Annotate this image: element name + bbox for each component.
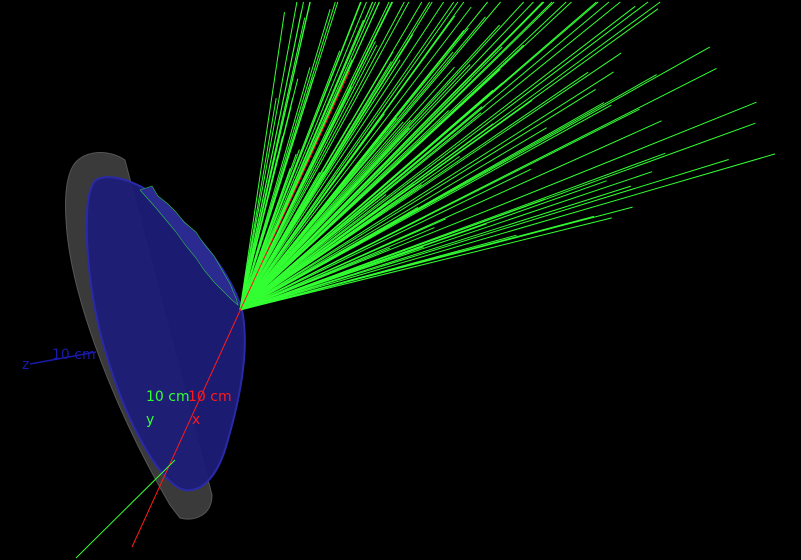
particle-track — [239, 120, 662, 311]
particle-track — [239, 1, 410, 311]
particle-track — [239, 113, 385, 311]
particle-track — [239, 100, 373, 311]
particle-track — [239, 1, 567, 311]
particle-track — [239, 11, 302, 311]
particle-track — [239, 206, 633, 311]
particle-track — [239, 1, 423, 311]
particle-track — [239, 1, 455, 311]
particle-track — [239, 1, 311, 311]
particle-track — [239, 6, 472, 311]
z-axis-name: z — [22, 357, 29, 373]
particle-track — [239, 9, 331, 311]
particle-track — [239, 1, 374, 311]
particle-track — [239, 1, 367, 311]
particle-track — [239, 106, 292, 311]
particle-track — [239, 108, 640, 311]
particle-track — [239, 1, 380, 311]
particle-track — [239, 153, 776, 311]
y-axis-line — [75, 459, 176, 559]
particle-track — [239, 1, 525, 311]
particle-track — [239, 184, 422, 311]
particle-track — [239, 1, 339, 311]
particle-track — [239, 50, 341, 311]
y-axis-name: y — [146, 412, 154, 428]
particle-track — [239, 1, 661, 311]
particle-track — [239, 64, 471, 311]
particle-track — [239, 61, 392, 311]
x-axis-length-label: 10 cm — [188, 389, 232, 405]
particle-track — [239, 1, 405, 311]
particle-tracks — [239, 1, 776, 311]
particle-track — [239, 168, 291, 311]
particle-track — [239, 164, 358, 311]
particle-track — [239, 122, 756, 311]
particle-track — [239, 171, 653, 311]
particle-track — [239, 119, 411, 311]
particle-track — [239, 1, 545, 311]
particle-track — [239, 44, 378, 311]
particle-track — [239, 185, 632, 311]
particle-track — [239, 12, 285, 311]
particle-track — [239, 217, 612, 311]
particle-track — [239, 101, 757, 311]
particle-track — [239, 88, 596, 311]
particle-track — [239, 1, 298, 311]
particle-track — [239, 71, 614, 311]
hit-cluster — [139, 185, 239, 306]
particle-track — [239, 16, 486, 311]
particle-track — [239, 1, 649, 311]
particle-track — [239, 52, 622, 311]
z-axis-length-label: 10 cm — [52, 347, 96, 363]
particle-track — [239, 5, 636, 311]
beam-line — [131, 69, 351, 548]
particle-track — [239, 127, 547, 311]
particle-track — [239, 1, 534, 311]
particle-track — [239, 112, 482, 311]
particle-track — [239, 1, 393, 311]
particle-track — [239, 46, 711, 311]
particle-track — [239, 1, 553, 311]
particle-track — [239, 1, 445, 311]
particle-track — [239, 168, 532, 311]
detector-disk-face — [85, 176, 246, 492]
z-axis-line — [29, 351, 97, 365]
particle-track — [239, 106, 483, 311]
particle-track — [239, 1, 599, 311]
particle-track — [239, 246, 424, 311]
particle-track — [239, 176, 335, 311]
y-axis-length-label: 10 cm — [146, 389, 190, 405]
x-axis-name: x — [192, 412, 200, 428]
particle-track — [239, 247, 391, 311]
particle-track — [239, 159, 729, 311]
